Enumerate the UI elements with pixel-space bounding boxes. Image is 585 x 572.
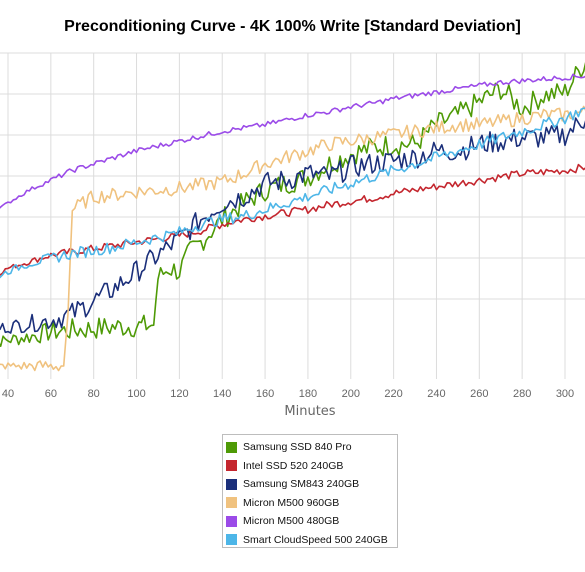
x-tick-label: 140 bbox=[213, 388, 231, 400]
legend-swatch bbox=[226, 534, 237, 546]
x-tick-label: 120 bbox=[170, 388, 188, 400]
series-line-5 bbox=[0, 107, 585, 279]
legend-item: Samsung SSD 840 Pro bbox=[226, 438, 397, 457]
legend-item: Smart CloudSpeed 500 240GB bbox=[226, 531, 397, 550]
x-tick-label: 220 bbox=[384, 388, 402, 400]
legend-swatch bbox=[226, 441, 237, 453]
chart-title: Preconditioning Curve - 4K 100% Write [S… bbox=[64, 18, 521, 35]
x-tick-label: 100 bbox=[127, 388, 145, 400]
series-line-3 bbox=[0, 105, 585, 372]
series-line-4 bbox=[0, 73, 585, 209]
legend-item: Micron M500 960GB bbox=[226, 494, 397, 513]
legend-swatch bbox=[226, 460, 237, 472]
x-tick-label: 300 bbox=[556, 388, 574, 400]
legend-label: Samsung SSD 840 Pro bbox=[243, 441, 352, 454]
x-tick-label: 160 bbox=[256, 388, 274, 400]
legend-item: Samsung SM843 240GB bbox=[226, 475, 397, 494]
x-tick-label: 280 bbox=[513, 388, 531, 400]
x-tick-label: 60 bbox=[45, 388, 57, 400]
series-line-2 bbox=[0, 117, 585, 334]
legend-label: Smart CloudSpeed 500 240GB bbox=[243, 533, 388, 546]
series-line-1 bbox=[0, 163, 585, 276]
x-axis-title: Minutes bbox=[284, 404, 336, 419]
legend: Samsung SSD 840 Pro Intel SSD 520 240GB Sa… bbox=[222, 434, 398, 548]
x-tick-label: 40 bbox=[2, 388, 14, 400]
series-layer bbox=[0, 62, 585, 372]
x-tick-label: 200 bbox=[342, 388, 360, 400]
legend-swatch bbox=[226, 478, 237, 490]
legend-item: Intel SSD 520 240GB bbox=[226, 457, 397, 476]
legend-item: Micron M500 480GB bbox=[226, 512, 397, 531]
x-axis: 40 60 80 100 120 140 160 180 200 220 240 260 280 300 bbox=[2, 388, 574, 400]
legend-label: Micron M500 480GB bbox=[243, 515, 340, 528]
x-tick-label: 80 bbox=[88, 388, 100, 400]
legend-swatch bbox=[226, 497, 237, 509]
legend-swatch bbox=[226, 515, 237, 527]
legend-label: Intel SSD 520 240GB bbox=[243, 459, 344, 472]
x-tick-label: 240 bbox=[427, 388, 445, 400]
grid-layer bbox=[0, 52, 585, 379]
x-tick-label: 180 bbox=[299, 388, 317, 400]
x-tick-label: 260 bbox=[470, 388, 488, 400]
series-line-0 bbox=[0, 62, 585, 348]
legend-label: Micron M500 960GB bbox=[243, 496, 340, 509]
legend-label: Samsung SM843 240GB bbox=[243, 478, 360, 491]
